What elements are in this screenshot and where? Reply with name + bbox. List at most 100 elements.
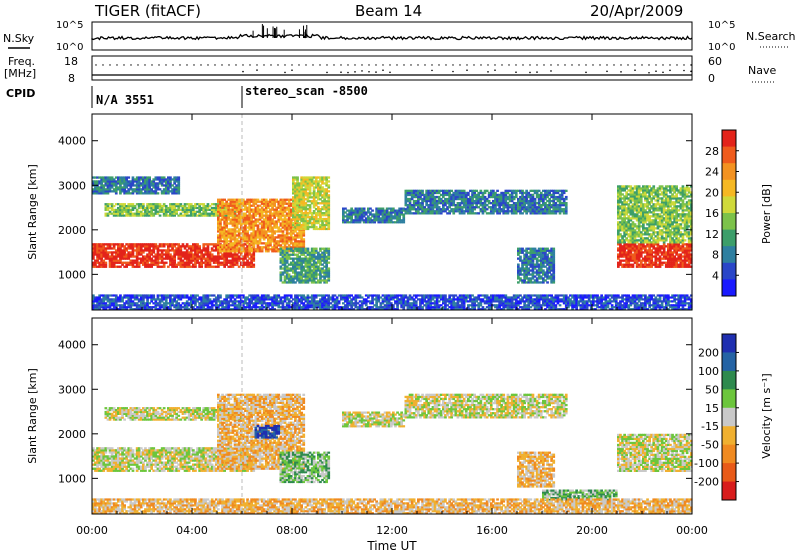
data-cell — [154, 255, 158, 258]
data-cell — [192, 245, 195, 248]
data-cell — [312, 192, 316, 195]
data-cell — [164, 251, 168, 254]
data-cell — [564, 204, 568, 207]
data-cell — [389, 221, 393, 224]
data-cell — [475, 206, 478, 209]
data-cell — [287, 281, 291, 284]
data-cell — [512, 208, 516, 211]
data-cell — [233, 198, 237, 201]
data-cell — [294, 198, 297, 201]
data-cell — [675, 247, 678, 250]
data-cell — [162, 192, 166, 195]
data-cell — [631, 249, 635, 252]
data-cell — [233, 236, 237, 239]
data-cell — [221, 216, 224, 219]
data-cell — [139, 249, 143, 252]
data-cell — [529, 273, 533, 276]
data-cell — [177, 192, 181, 195]
data-cell — [548, 202, 551, 205]
data-cell — [104, 247, 108, 250]
data-cell — [144, 247, 147, 250]
data-cell — [135, 178, 139, 181]
data-cell — [492, 204, 495, 207]
data-cell — [160, 253, 164, 256]
data-cell — [481, 197, 485, 201]
data-cell — [112, 178, 116, 181]
data-cell — [348, 221, 351, 224]
data-cell — [523, 257, 526, 260]
data-cell — [304, 273, 308, 276]
data-cell — [308, 257, 312, 260]
data-cell — [112, 188, 116, 191]
data-cell — [289, 246, 293, 249]
data-cell — [229, 236, 233, 239]
data-cell — [517, 271, 520, 274]
data-cell — [327, 223, 331, 227]
data-cell — [300, 182, 303, 185]
data-cell — [662, 251, 666, 254]
data-cell — [252, 210, 256, 213]
data-cell — [300, 246, 303, 249]
data-cell — [235, 234, 239, 237]
data-cell — [183, 265, 187, 268]
data-cell — [221, 210, 224, 213]
data-cell — [527, 247, 531, 250]
data-cell — [408, 208, 412, 211]
data-cell — [231, 236, 235, 239]
data-cell — [281, 212, 285, 215]
data-cell — [117, 259, 120, 262]
data-cell — [544, 259, 547, 262]
data-cell — [323, 269, 326, 272]
data-cell — [306, 267, 310, 270]
data-cell — [235, 210, 239, 213]
data-cell — [233, 224, 237, 227]
data-cell — [185, 255, 189, 258]
data-cell — [304, 216, 308, 219]
data-cell — [462, 202, 466, 205]
data-cell — [508, 193, 512, 197]
data-cell — [267, 242, 270, 245]
data-cell — [631, 257, 635, 260]
data-cell — [527, 193, 531, 197]
data-cell — [381, 213, 385, 216]
data-cell — [667, 263, 670, 266]
data-cell — [304, 261, 308, 264]
data-cell — [304, 249, 308, 252]
data-cell — [312, 253, 316, 256]
noise-tick-top: 10^5 — [56, 20, 83, 31]
data-cell — [492, 210, 495, 213]
data-cell — [296, 222, 299, 225]
data-cell — [281, 249, 285, 252]
data-cell — [123, 205, 126, 208]
data-cell — [402, 217, 406, 220]
data-cell — [550, 210, 553, 213]
data-cell — [535, 195, 539, 199]
data-cell — [321, 194, 324, 197]
data-cell — [283, 216, 287, 219]
data-cell — [483, 191, 487, 195]
data-cell — [181, 214, 185, 217]
data-cell — [619, 243, 622, 246]
data-cell — [325, 184, 328, 187]
data-cell — [281, 206, 285, 209]
data-cell — [254, 220, 258, 223]
data-cell — [312, 219, 316, 223]
data-cell — [214, 243, 218, 246]
data-cell — [148, 265, 151, 268]
data-cell — [471, 202, 474, 205]
data-cell — [319, 202, 322, 205]
data-cell — [319, 225, 322, 229]
data-cell — [144, 192, 147, 195]
data-cell — [114, 253, 118, 256]
data-cell — [169, 259, 172, 262]
data-cell — [385, 217, 389, 220]
data-cell — [125, 265, 128, 268]
data-cell — [398, 211, 401, 214]
data-cell — [506, 210, 510, 213]
data-cell — [408, 204, 412, 207]
data-cell — [108, 176, 112, 179]
data-cell — [294, 222, 297, 225]
data-cell — [537, 251, 541, 254]
data-cell — [300, 225, 303, 229]
data-cell — [344, 207, 347, 210]
